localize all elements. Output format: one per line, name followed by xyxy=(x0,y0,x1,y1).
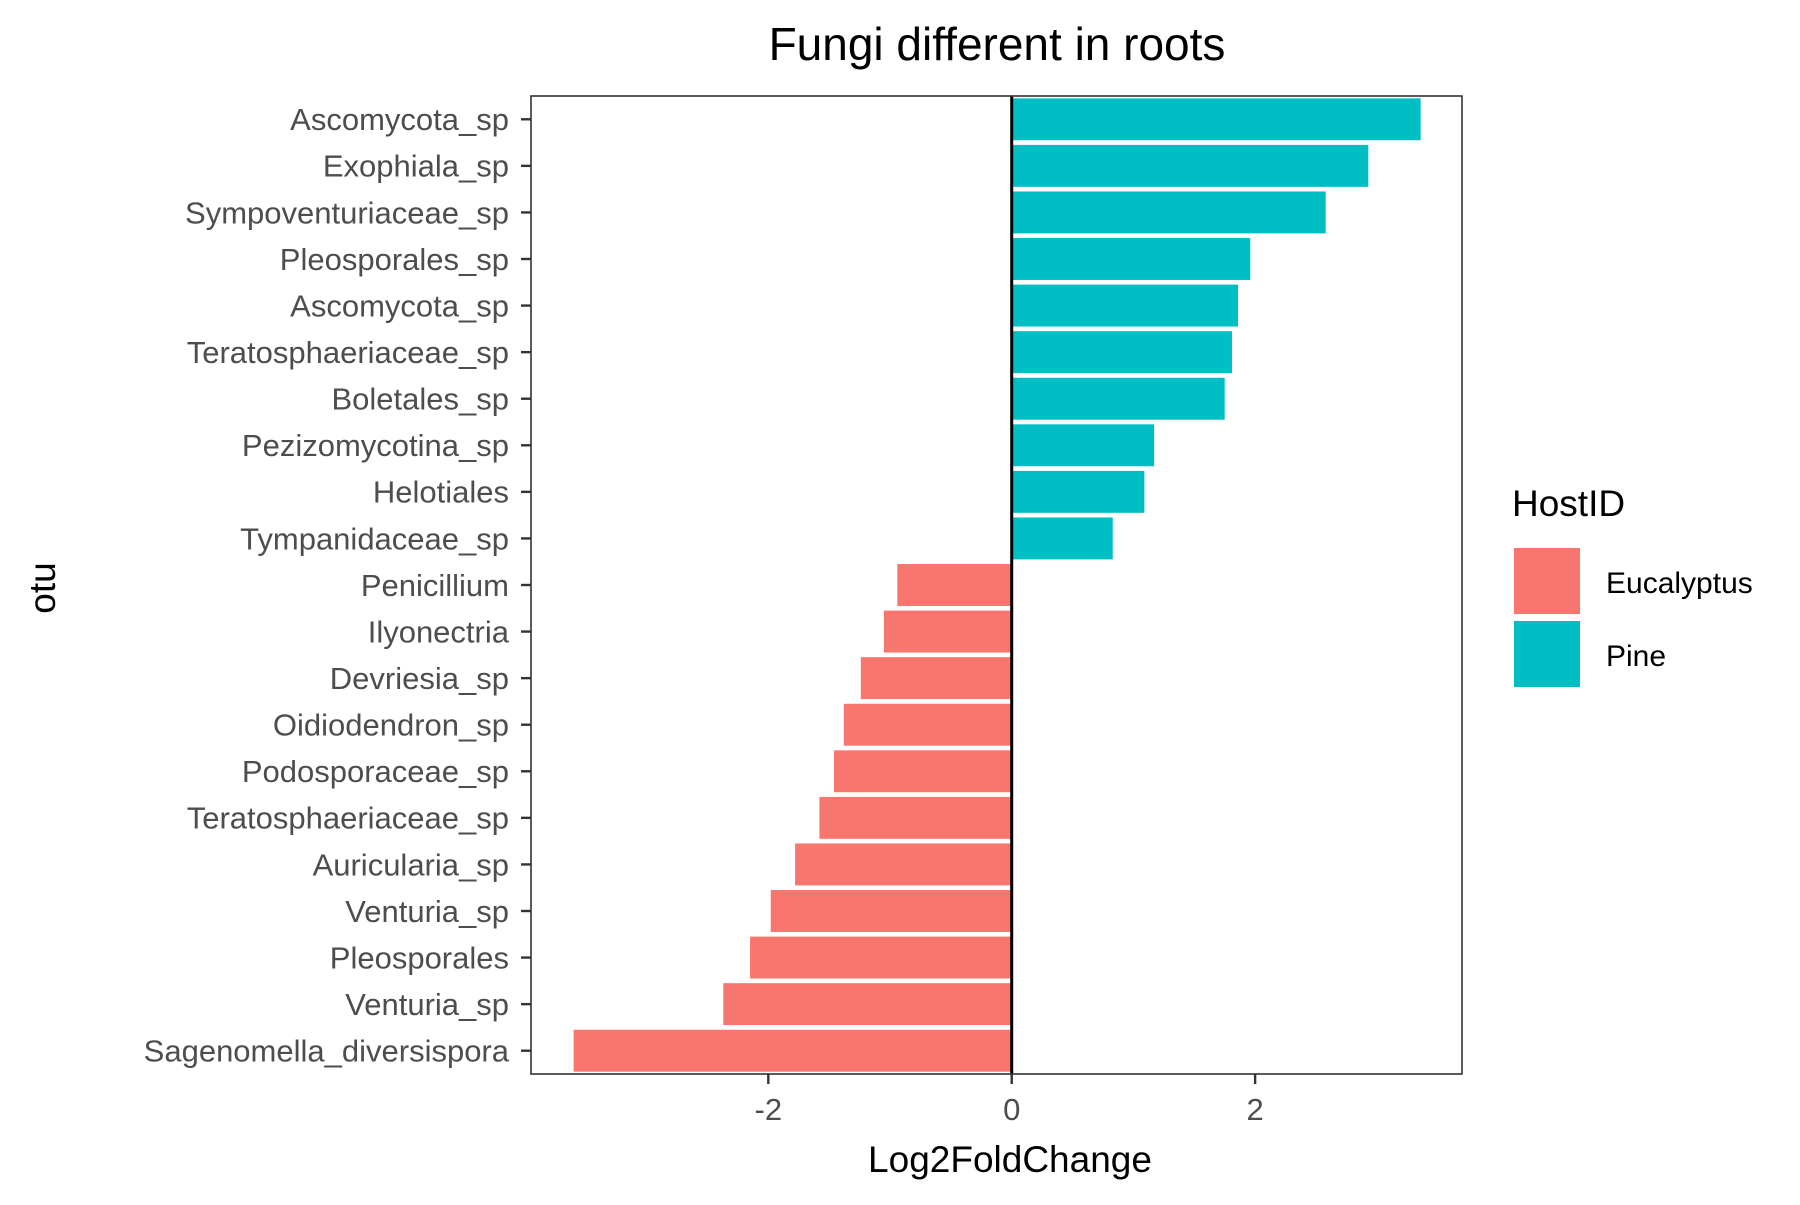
bar-3-sympoventuriaceae-sp xyxy=(1011,191,1326,234)
bar-15-podosporaceae-sp xyxy=(834,750,1012,793)
y-tick-label-17: Auricularia_sp xyxy=(313,847,509,882)
y-tick-label-21: Sagenomella_diversispora xyxy=(144,1034,510,1069)
bar-5-ascomycota-sp xyxy=(1011,284,1239,327)
bar-16-teratosphaeriaceae-sp xyxy=(819,796,1012,839)
bar-8-pezizomycotina-sp xyxy=(1011,424,1155,467)
y-tick-label-2: Exophiala_sp xyxy=(323,149,509,184)
bar-6-teratosphaeriaceae-sp xyxy=(1011,331,1232,374)
bar-12-ilyonectria xyxy=(883,610,1012,653)
y-tick-label-7: Boletales_sp xyxy=(331,382,509,417)
y-tick-label-14: Oidiodendron_sp xyxy=(273,708,509,743)
bar-13-devriesia-sp xyxy=(860,657,1012,700)
x-tick-label-0: 0 xyxy=(1003,1092,1020,1127)
bar-20-venturia-sp xyxy=(723,983,1012,1026)
chart-title: Fungi different in roots xyxy=(769,18,1226,70)
bar-4-pleosporales-sp xyxy=(1011,238,1251,280)
bars-layer xyxy=(573,98,1421,1072)
bar-2-exophiala-sp xyxy=(1011,144,1369,187)
legend-label-pine: Pine xyxy=(1606,640,1666,673)
bar-18-venturia-sp xyxy=(770,890,1012,932)
x-axis-title: Log2FoldChange xyxy=(868,1139,1152,1180)
y-tick-label-10: Tympanidaceae_sp xyxy=(240,521,509,556)
bar-17-auricularia-sp xyxy=(795,843,1012,886)
y-tick-label-19: Pleosporales xyxy=(330,940,509,975)
bar-9-helotiales xyxy=(1011,470,1145,513)
legend-label-eucalyptus: Eucalyptus xyxy=(1606,567,1753,600)
y-tick-label-4: Pleosporales_sp xyxy=(280,242,509,277)
x-axis: -2 0 2 xyxy=(755,1074,1264,1127)
y-tick-label-11: Penicillium xyxy=(361,568,509,603)
y-tick-label-5: Ascomycota_sp xyxy=(290,288,509,323)
x-tick-label-minus-2: -2 xyxy=(755,1092,783,1127)
y-tick-label-9: Helotiales xyxy=(373,475,509,510)
y-tick-label-15: Podosporaceae_sp xyxy=(242,754,509,789)
y-axis-title: otu xyxy=(22,562,63,613)
y-tick-label-8: Pezizomycotina_sp xyxy=(242,428,509,463)
bar-10-tympanidaceae-sp xyxy=(1011,517,1113,560)
y-tick-label-12: Ilyonectria xyxy=(368,614,510,649)
bar-11-penicillium xyxy=(897,564,1012,606)
legend-key-eucalyptus xyxy=(1514,548,1580,614)
y-tick-label-18: Venturia_sp xyxy=(345,894,509,929)
y-tick-label-6: Teratosphaeriaceae_sp xyxy=(187,335,509,370)
y-tick-label-16: Teratosphaeriaceae_sp xyxy=(187,801,509,836)
x-tick-label-2: 2 xyxy=(1246,1092,1263,1127)
y-axis: Ascomycota_sp Exophiala_sp Sympoventuriace… xyxy=(144,102,531,1069)
legend-key-pine xyxy=(1514,621,1580,687)
y-tick-label-3: Sympoventuriaceae_sp xyxy=(185,195,509,230)
bar-7-boletales-sp xyxy=(1011,377,1225,420)
legend-title: HostID xyxy=(1512,483,1625,524)
y-tick-label-20: Venturia_sp xyxy=(345,987,509,1022)
y-tick-label-13: Devriesia_sp xyxy=(330,661,509,696)
bar-14-oidiodendron-sp xyxy=(843,703,1012,746)
y-tick-label-1: Ascomycota_sp xyxy=(290,102,509,137)
bar-21-sagenomella-diversispora xyxy=(573,1029,1012,1072)
bar-1-ascomycota-sp xyxy=(1011,98,1421,141)
bar-19-pleosporales xyxy=(750,936,1012,979)
legend: HostID Eucalyptus Pine xyxy=(1512,483,1753,687)
